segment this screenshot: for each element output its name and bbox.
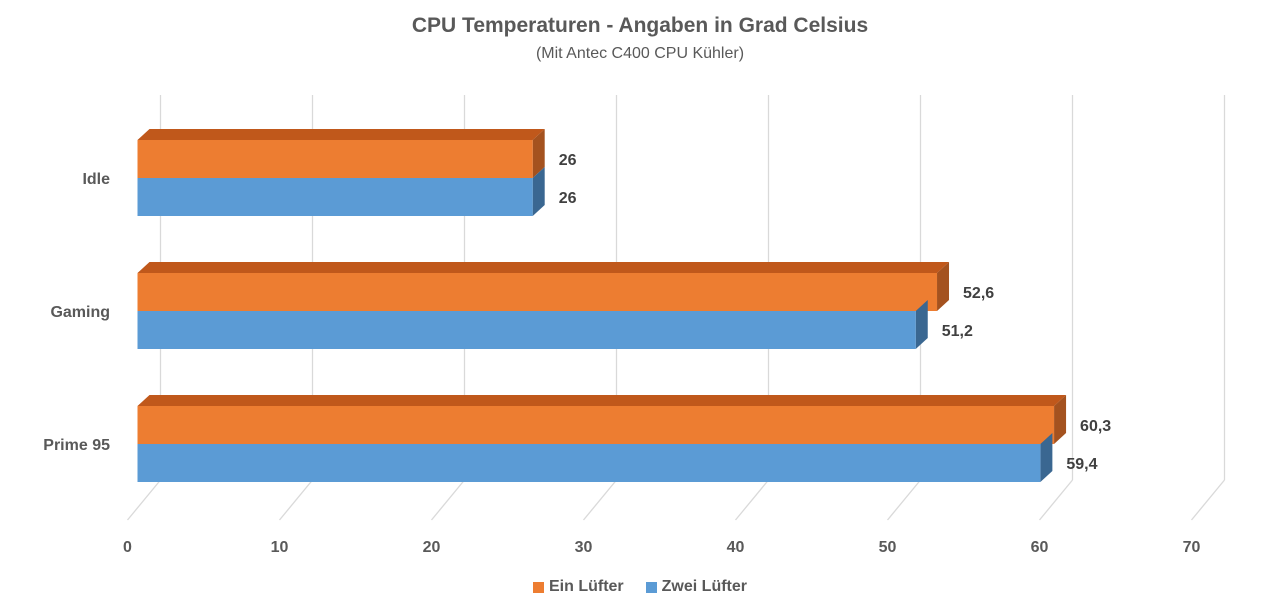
bar-idle-ein-l-fter-side — [532, 129, 545, 178]
bar-gaming-ein-l-fter-top — [137, 262, 950, 273]
chart-title: CPU Temperaturen - Angaben in Grad Celsi… — [411, 14, 869, 37]
bar-gaming-zwei-l-fter — [137, 311, 916, 349]
bar-gaming-ein-l-fter — [137, 273, 938, 311]
floor-gridline-x-60 — [1038, 479, 1074, 521]
bar-prime-95-ein-l-fter — [137, 406, 1055, 444]
tick-label-x-70: 70 — [1183, 539, 1201, 556]
tick-label-x-30: 30 — [575, 539, 593, 556]
bar-prime-95-zwei-l-fter-side — [1040, 433, 1053, 482]
floor-gridline-x-70 — [1190, 479, 1226, 521]
category-label-idle: Idle — [82, 171, 110, 188]
bar-idle-zwei-l-fter — [137, 178, 533, 216]
data-label-gaming-zwei-l-fter: 51,2 — [942, 323, 973, 340]
legend-label-ein-lufter: Ein Lüfter — [548, 578, 624, 595]
category-label-gaming: Gaming — [50, 304, 110, 321]
legend-swatch-ein-lufter — [532, 581, 544, 593]
legend-label-zwei-lufter: Zwei Lüfter — [661, 578, 747, 595]
chart-subtitle: (Mit Antec C400 CPU Kühler) — [535, 45, 745, 62]
data-label-gaming-ein-l-fter: 52,6 — [963, 285, 994, 302]
floor-gridline-x-50 — [886, 479, 922, 521]
bar-idle-ein-l-fter-top — [137, 129, 545, 140]
bar-prime-95-ein-l-fter-side — [1054, 395, 1067, 444]
floor-gridline-x-0 — [126, 479, 162, 521]
data-label-idle-zwei-l-fter: 26 — [559, 190, 577, 207]
floor-gridline-x-30 — [582, 479, 618, 521]
data-label-prime-95-zwei-l-fter: 59,4 — [1066, 456, 1097, 473]
data-label-idle-ein-l-fter: 26 — [559, 152, 577, 169]
floor-gridline-x-10 — [278, 479, 314, 521]
tick-label-x-0: 0 — [123, 539, 132, 556]
tick-label-x-50: 50 — [879, 539, 897, 556]
bar-idle-zwei-l-fter-side — [532, 167, 545, 216]
legend: Ein Lüfter Zwei Lüfter — [0, 578, 1280, 596]
bar-prime-95-ein-l-fter-top — [137, 395, 1067, 406]
bar-idle-ein-l-fter — [137, 140, 533, 178]
category-label-prime-95: Prime 95 — [43, 437, 110, 454]
legend-item-zwei-lufter[interactable]: Zwei Lüfter — [645, 578, 747, 596]
tick-label-x-40: 40 — [727, 539, 745, 556]
tick-label-x-20: 20 — [423, 539, 441, 556]
legend-item-ein-lufter[interactable]: Ein Lüfter — [532, 578, 624, 596]
bar-gaming-zwei-l-fter-side — [915, 300, 928, 349]
legend-swatch-zwei-lufter — [645, 581, 657, 593]
tick-label-x-60: 60 — [1031, 539, 1049, 556]
floor-gridline-x-20 — [430, 479, 466, 521]
data-label-prime-95-ein-l-fter: 60,3 — [1080, 418, 1111, 435]
bar-gaming-ein-l-fter-side — [937, 262, 950, 311]
bar-prime-95-zwei-l-fter — [137, 444, 1041, 482]
tick-label-x-10: 10 — [271, 539, 289, 556]
floor-gridline-x-40 — [734, 479, 770, 521]
